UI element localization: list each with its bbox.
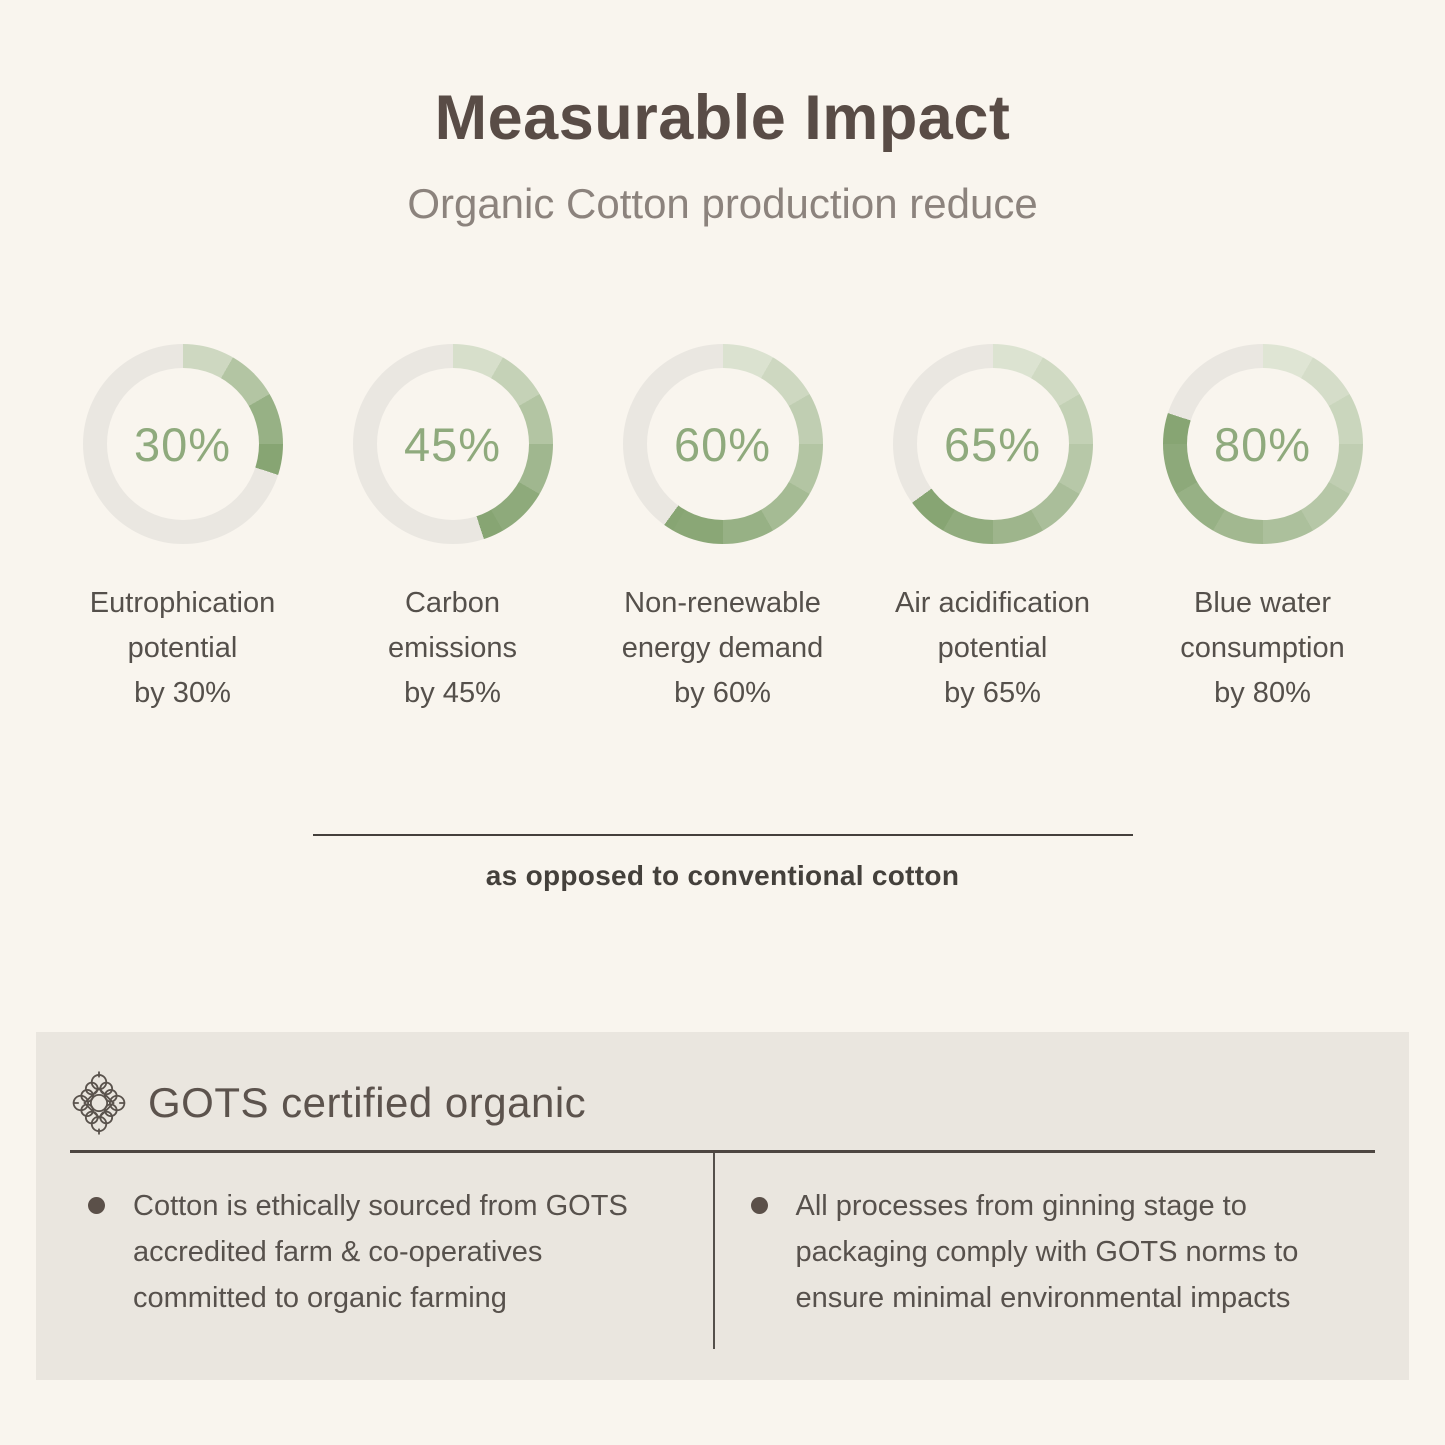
column-divider: [712, 1152, 715, 1349]
donut-hole: 65%: [916, 368, 1069, 520]
metric-energy-demand: 60% Non-renewable energy demand by 60%: [588, 344, 858, 716]
caption-line: by 80%: [1214, 677, 1311, 709]
donut-hole: 80%: [1186, 368, 1339, 520]
donut-caption: Carbon emissions by 45%: [388, 581, 517, 716]
bullet-dot: [88, 1196, 105, 1214]
caption-line: by 65%: [944, 677, 1041, 709]
metric-eutrophication: 30% Eutrophication potential by 30%: [48, 344, 318, 716]
donut-chart-row: 30% Eutrophication potential by 30% 45% …: [0, 344, 1445, 716]
donut-caption: Eutrophication potential by 30%: [90, 581, 275, 716]
metric-blue-water: 80% Blue water consumption by 80%: [1128, 344, 1398, 716]
donut-chart-80: 80%: [1162, 344, 1363, 544]
header: Measurable Impact Organic Cotton product…: [0, 0, 1445, 228]
bullet-line: committed to organic farming: [133, 1281, 507, 1314]
donut-hole: 45%: [376, 368, 529, 520]
gots-header: GOTS certified organic: [70, 1070, 1375, 1136]
gots-heading-divider: [70, 1150, 1375, 1153]
gots-heading: GOTS certified organic: [148, 1079, 587, 1126]
donut-value: 65%: [943, 417, 1042, 471]
caption-line: consumption: [1180, 632, 1345, 664]
bullet-line: All processes from ginning stage to: [795, 1189, 1247, 1222]
page-title: Measurable Impact: [434, 83, 1011, 153]
gots-bullet-processes: All processes from ginning stage to pack…: [715, 1153, 1376, 1349]
gots-bullet-sourcing: Cotton is ethically sourced from GOTS ac…: [70, 1153, 713, 1349]
bullet-text: Cotton is ethically sourced from GOTS ac…: [133, 1183, 628, 1349]
caption-line: potential: [127, 632, 238, 664]
celtic-knot-icon: [72, 1071, 126, 1135]
donut-chart-30: 30%: [82, 344, 283, 544]
caption-line: by 45%: [404, 677, 501, 709]
caption-line: emissions: [388, 632, 517, 664]
caption-line: potential: [937, 632, 1048, 664]
metric-carbon-emissions: 45% Carbon emissions by 45%: [318, 344, 588, 716]
page-subtitle: Organic Cotton production reduce: [407, 180, 1038, 227]
bullet-line: packaging comply with GOTS norms to: [795, 1235, 1299, 1268]
caption-line: Eutrophication: [89, 587, 276, 619]
footnote-divider: [312, 834, 1133, 836]
donut-value: 60%: [673, 417, 772, 471]
donut-chart-45: 45%: [352, 344, 553, 544]
metric-air-acidification: 65% Air acidification potential by 65%: [858, 344, 1128, 716]
caption-line: energy demand: [621, 632, 824, 664]
donut-chart-60: 60%: [622, 344, 823, 544]
caption-line: Blue water: [1193, 587, 1331, 619]
caption-line: by 60%: [674, 677, 771, 709]
bullet-text: All processes from ginning stage to pack…: [796, 1183, 1299, 1349]
donut-hole: 60%: [646, 368, 799, 520]
donut-caption: Non-renewable energy demand by 60%: [622, 581, 824, 716]
bullet-line: Cotton is ethically sourced from GOTS: [133, 1189, 628, 1222]
donut-caption: Blue water consumption by 80%: [1180, 581, 1344, 716]
donut-value: 80%: [1213, 417, 1312, 471]
bullet-line: ensure minimal environmental impacts: [795, 1281, 1291, 1314]
donut-caption: Air acidification potential by 65%: [895, 581, 1090, 716]
bullet-dot: [750, 1196, 768, 1214]
caption-line: Non-renewable: [624, 587, 821, 619]
footnote-text: as opposed to conventional cotton: [485, 860, 960, 891]
donut-value: 30%: [133, 417, 232, 471]
gots-card: GOTS certified organic Cotton is ethical…: [36, 1032, 1409, 1380]
caption-line: Carbon: [404, 587, 501, 619]
gots-columns: Cotton is ethically sourced from GOTS ac…: [70, 1152, 1376, 1349]
donut-value: 45%: [403, 417, 502, 471]
donut-chart-65: 65%: [892, 344, 1093, 544]
bullet-line: accredited farm & co-operatives: [133, 1235, 543, 1268]
caption-line: Air acidification: [894, 587, 1091, 619]
donut-hole: 30%: [106, 368, 259, 520]
caption-line: by 30%: [134, 677, 231, 709]
